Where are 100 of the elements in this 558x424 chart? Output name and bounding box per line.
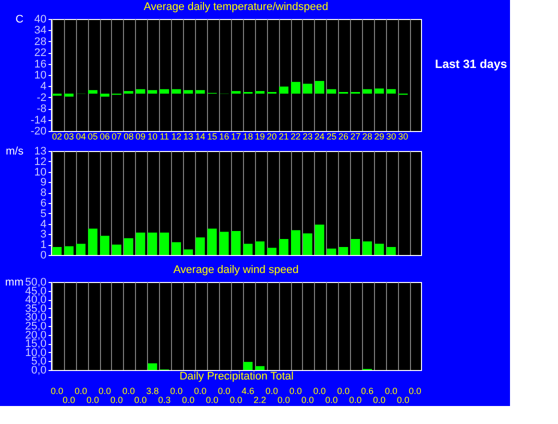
data-label: 0.0 (384, 386, 398, 396)
bar (267, 248, 276, 255)
y-tick-label: 5 (40, 208, 46, 220)
bar (279, 239, 288, 255)
bar (219, 232, 229, 255)
data-label: 0.0 (194, 386, 206, 396)
y-tick-label: 10,0 (25, 346, 46, 359)
x-tick-label: 25 (326, 132, 336, 142)
bar (350, 239, 360, 255)
x-tick-label: 14 (195, 132, 206, 142)
bar (124, 91, 134, 94)
x-tick-label: 29 (374, 132, 384, 142)
data-label: 0.0 (98, 386, 111, 396)
y-tick-label: -8 (36, 103, 46, 116)
data-label: 0.3 (158, 395, 171, 405)
x-tick-label: 06 (100, 132, 110, 142)
bar (279, 86, 288, 94)
bar (160, 232, 170, 255)
bar (326, 89, 336, 94)
bar (386, 89, 396, 94)
x-tick-label: 08 (124, 132, 134, 142)
y-tick-label: 0 (40, 250, 46, 262)
y-axis-title: m/s (6, 146, 24, 158)
data-label: 0.0 (170, 386, 183, 396)
chart-title: Average daily temperature/windspeed (144, 1, 328, 13)
data-label: 0.0 (218, 386, 230, 396)
y-axis-title: mm (5, 276, 24, 288)
data-label: 3.8 (146, 386, 159, 396)
data-label: 0.0 (266, 386, 278, 396)
x-tick-label: 20 (266, 132, 277, 142)
bar (255, 91, 265, 94)
x-tick-label: 05 (88, 132, 98, 142)
bar (172, 89, 181, 94)
bar (314, 224, 324, 255)
x-tick-label: 27 (350, 132, 360, 142)
bar (124, 238, 134, 255)
data-label: 0.0 (230, 395, 242, 405)
x-tick-label: 17 (230, 132, 242, 142)
y-tick-label: 10 (34, 70, 46, 82)
x-tick-label: 30 (386, 132, 396, 142)
text: Last 31 days (435, 56, 508, 71)
chart-title: Average daily wind speed (173, 264, 299, 276)
y-tick-label: 13 (34, 146, 46, 158)
bar (207, 228, 217, 255)
bar (136, 89, 146, 94)
bar (255, 366, 265, 370)
y-tick-label: 28 (34, 36, 46, 48)
bar (338, 247, 348, 255)
y-tick-label: 3 (40, 228, 46, 241)
data-label: 2.2 (254, 395, 266, 405)
bar (243, 244, 253, 255)
y-tick-label: 22 (34, 47, 46, 60)
data-label: 0.0 (337, 386, 350, 396)
x-tick-label: 26 (338, 132, 348, 142)
bar (302, 233, 312, 255)
x-tick-label: 15 (207, 132, 218, 142)
y-tick-label: -2 (36, 92, 46, 104)
bar (374, 244, 384, 255)
y-tick-label: 6 (40, 198, 46, 210)
x-tick-label: 21 (278, 132, 289, 142)
y-tick-label: 8 (40, 187, 46, 200)
x-tick-label: 10 (147, 132, 158, 142)
bar (184, 249, 193, 255)
bar (302, 84, 312, 94)
x-tick-label: 07 (112, 132, 122, 142)
x-tick-label: 04 (76, 132, 86, 142)
data-label: 0.0 (62, 395, 76, 405)
bar (362, 89, 372, 94)
y-tick-label: 40 (34, 14, 46, 26)
bar (196, 237, 205, 255)
bar (88, 228, 98, 255)
data-label: 0.0 (289, 386, 302, 396)
x-tick-label: 12 (171, 132, 182, 142)
x-tick-label: 23 (302, 132, 313, 142)
x-tick-label: 02 (52, 132, 62, 142)
data-label: 0.0 (372, 395, 386, 405)
data-label: 0.0 (313, 386, 326, 396)
data-label: 0.0 (206, 395, 218, 405)
x-tick-label: 03 (64, 132, 74, 142)
bar (160, 89, 170, 94)
bar (100, 94, 110, 97)
y-tick-label: 4 (40, 80, 46, 93)
data-label: 0.0 (349, 395, 362, 405)
y-tick-label: 9 (40, 176, 46, 189)
bar (148, 90, 158, 94)
y-tick-label: 0,0 (31, 364, 46, 376)
bar (148, 232, 158, 255)
bar (231, 91, 241, 94)
bar (243, 362, 253, 370)
data-label: 0.0 (325, 395, 338, 405)
bar (386, 247, 396, 255)
x-tick-label: 22 (290, 132, 301, 142)
y-tick-label: 35,0 (25, 302, 46, 315)
bar (291, 82, 300, 94)
y-tick-label: 4 (40, 218, 46, 230)
x-tick-label: 13 (183, 132, 194, 142)
data-label: 0.0 (182, 395, 195, 405)
bar (326, 248, 336, 255)
data-label: 0.0 (301, 395, 314, 405)
bar (136, 232, 146, 255)
